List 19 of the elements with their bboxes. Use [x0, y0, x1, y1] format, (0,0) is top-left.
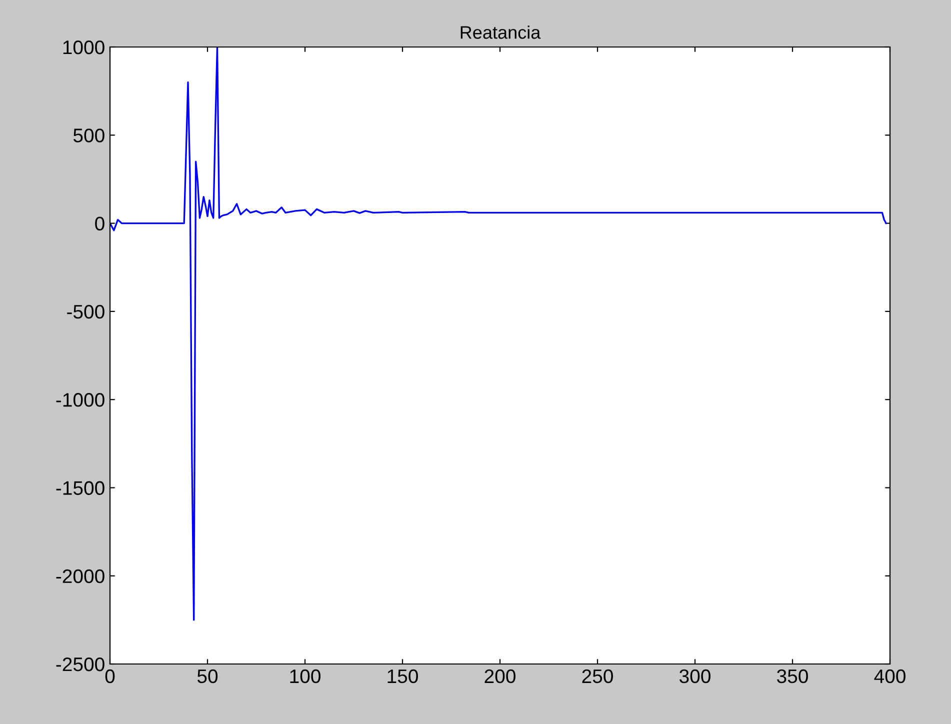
y-tick-label: 500 — [73, 128, 104, 142]
x-tick-label: 400 — [874, 669, 906, 684]
y-tick-label: -2500 — [56, 657, 104, 672]
x-tick-label: 300 — [680, 669, 710, 684]
x-tick-label: 150 — [388, 669, 418, 684]
x-tick-label: 0 — [105, 669, 115, 684]
x-tick-label: 250 — [582, 669, 613, 684]
chart-title: Reatancia — [460, 26, 541, 39]
y-tick-label: -500 — [67, 304, 104, 319]
y-tick-label: -1500 — [56, 481, 104, 495]
x-tick-label: 100 — [290, 669, 320, 684]
line-series — [110, 47, 887, 621]
y-tick-label: -1000 — [56, 393, 104, 407]
y-tick-label: 0 — [95, 216, 104, 231]
x-tick-label: 200 — [484, 669, 516, 684]
y-tick-label: -2000 — [56, 569, 104, 584]
x-tick-label: 350 — [777, 669, 808, 684]
y-tick-label: 1000 — [63, 40, 104, 54]
x-tick-label: 50 — [197, 669, 218, 684]
